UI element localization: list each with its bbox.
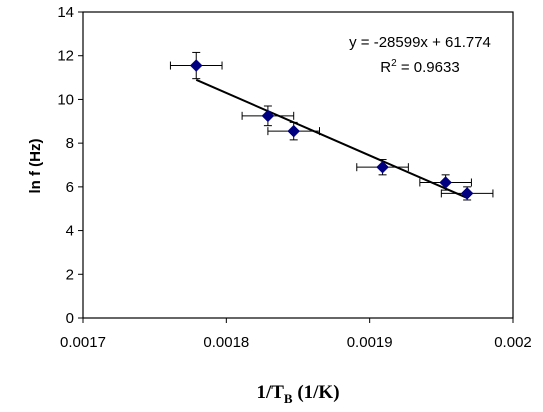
r-squared-label: R xyxy=(380,59,391,76)
y-tick-label: 4 xyxy=(66,223,74,240)
y-tick-label: 0 xyxy=(66,310,74,327)
y-tick-label: 10 xyxy=(57,91,74,108)
fit-equation: y = -28599x + 61.774 xyxy=(349,34,491,51)
y-tick-label: 6 xyxy=(66,179,74,196)
diamond-marker xyxy=(376,160,389,174)
y-tick-label: 2 xyxy=(66,266,74,283)
trendline xyxy=(195,78,468,199)
data-point xyxy=(241,105,295,127)
y-tick-label: 12 xyxy=(57,48,74,65)
diamond-marker xyxy=(261,109,275,123)
diamond-marker xyxy=(439,176,452,189)
diamond-marker xyxy=(189,59,203,72)
diamond-marker xyxy=(460,187,474,200)
x-tick-label: 0.0019 xyxy=(347,334,393,351)
r-squared-sup: 2 xyxy=(391,58,397,69)
x-tick-label: 0.002 xyxy=(494,334,532,351)
data-point xyxy=(440,186,494,201)
x-axis-label-sub: B xyxy=(284,391,293,406)
r-squared: R2 = 0.9633 xyxy=(380,58,459,76)
data-point xyxy=(419,174,472,191)
data-point xyxy=(356,159,409,176)
plot-frame xyxy=(82,11,514,319)
data-point xyxy=(267,121,320,141)
plot-layer: 0 2 4 6 8 10 12 14 0.0017 0.0018 0.0019 0.002 xyxy=(57,4,531,351)
y-tick-label: 8 xyxy=(66,135,74,152)
x-axis-label-base: 1/T xyxy=(256,382,284,403)
data-point xyxy=(169,51,223,80)
x-tick-label: 0.0018 xyxy=(203,334,249,351)
y-axis-label: ln f (Hz) xyxy=(27,139,44,194)
x-tick-label: 0.0017 xyxy=(60,334,106,351)
x-axis-label: 1/TB (1/K) xyxy=(256,382,339,406)
y-tick-label: 14 xyxy=(57,4,74,21)
diamond-marker xyxy=(287,124,301,138)
x-axis-label-suffix: (1/K) xyxy=(293,382,340,403)
r-squared-value: = 0.9633 xyxy=(397,59,460,76)
